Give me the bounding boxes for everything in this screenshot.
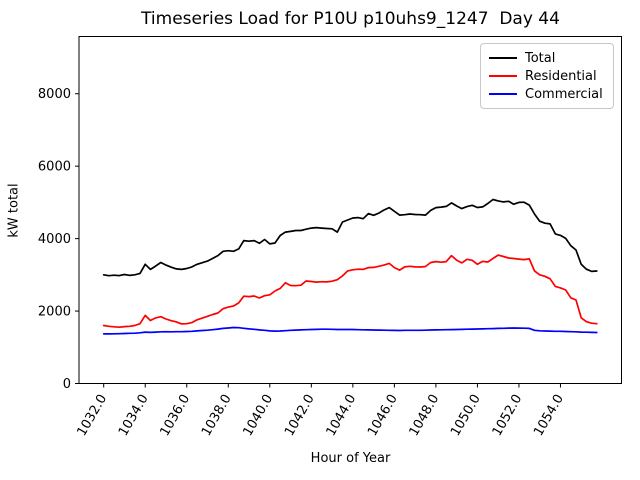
x-tick-label: 1044.0 xyxy=(324,392,360,439)
x-tick-label: 1040.0 xyxy=(241,392,277,439)
legend-label: Total xyxy=(525,50,556,66)
x-tick-label: 1052.0 xyxy=(490,392,526,439)
legend-line-sample xyxy=(489,57,517,59)
x-axis-label: Hour of Year xyxy=(310,451,391,466)
legend: Total Residential Commercial xyxy=(480,43,614,109)
series-line-total xyxy=(102,198,598,277)
legend-item-commercial: Commercial xyxy=(489,85,605,103)
x-tick-label: 1042.0 xyxy=(282,392,318,439)
series-line-commercial xyxy=(102,326,598,335)
y-tick-label: 8000 xyxy=(38,87,71,102)
x-tick-label: 1032.0 xyxy=(74,392,110,439)
x-tick-label: 1034.0 xyxy=(116,392,152,439)
legend-line-sample xyxy=(489,93,517,95)
x-tick-label: 1046.0 xyxy=(365,392,401,439)
x-tick-label: 1050.0 xyxy=(448,392,484,439)
y-axis-label: kW total xyxy=(6,183,22,238)
legend-label: Residential xyxy=(525,68,597,84)
x-tick-label: 1048.0 xyxy=(407,392,443,439)
legend-label: Commercial xyxy=(525,86,603,102)
y-tick-label: 2000 xyxy=(38,305,71,320)
y-tick-label: 6000 xyxy=(38,160,71,175)
legend-item-residential: Residential xyxy=(489,67,605,85)
legend-item-total: Total xyxy=(489,49,605,67)
x-tick-label: 1038.0 xyxy=(199,392,235,439)
x-tick-label: 1036.0 xyxy=(157,392,193,439)
legend-line-sample xyxy=(489,75,517,77)
y-tick-label: 0 xyxy=(63,377,71,392)
chart-title: Timeseries Load for P10U p10uhs9_1247 Da… xyxy=(141,9,560,29)
axes-spines xyxy=(78,36,622,384)
series-line-residential xyxy=(102,254,598,329)
y-tick-label: 4000 xyxy=(38,232,71,247)
x-tick-label: 1054.0 xyxy=(531,392,567,439)
